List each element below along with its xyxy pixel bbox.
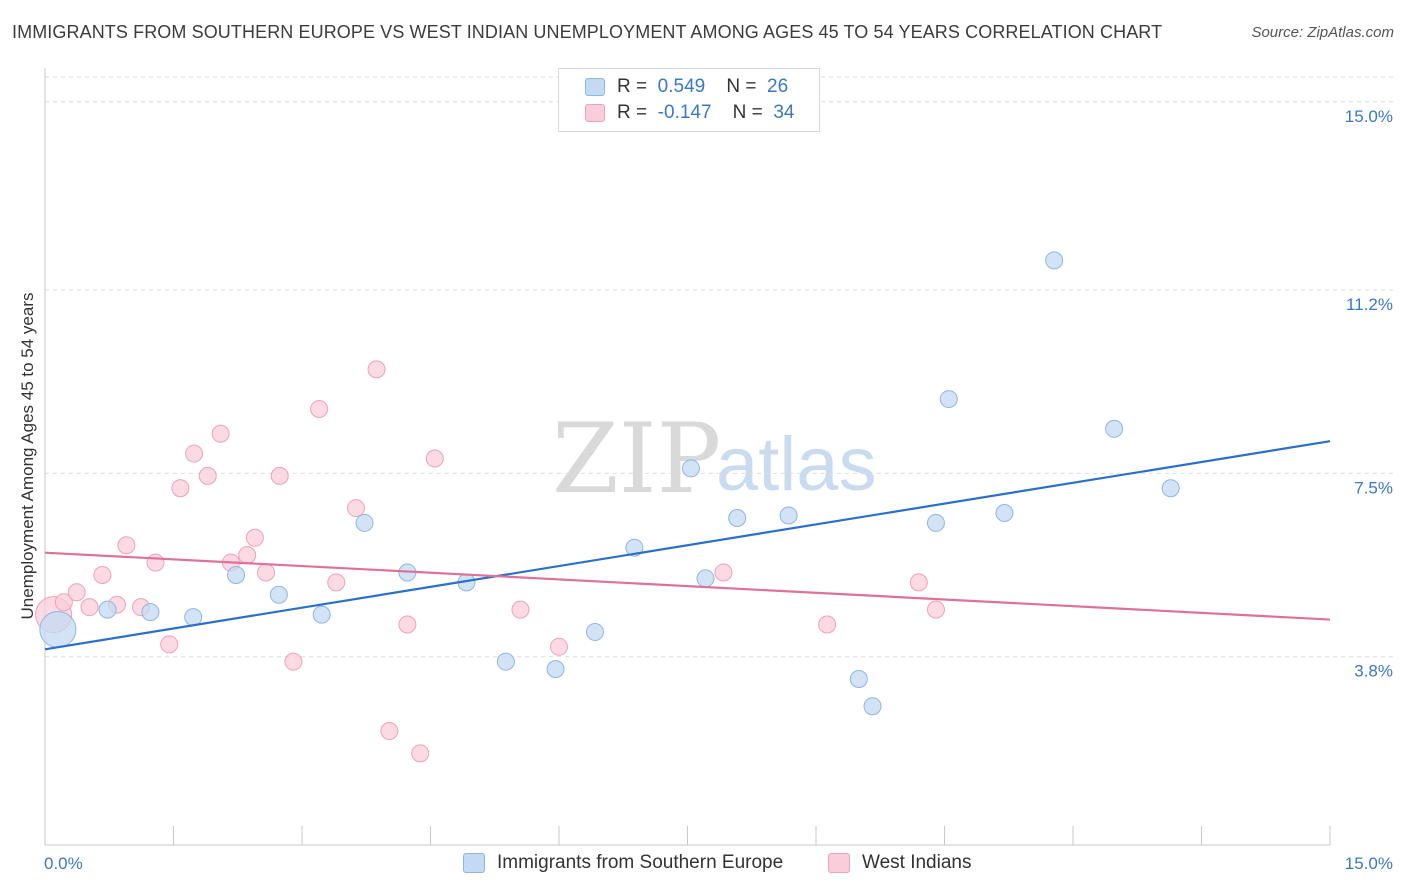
west-indians-point: [346, 499, 365, 518]
pink-swatch: [828, 853, 850, 873]
southern-europe-point: [355, 513, 374, 532]
southern-europe-point: [227, 565, 246, 584]
west-indians-point: [284, 652, 303, 671]
x-tick-label: 15.0%: [1345, 854, 1393, 873]
y-tick-label: 7.5%: [1354, 478, 1393, 497]
west-indians-point: [714, 563, 733, 582]
southern-europe-point: [849, 670, 868, 689]
west-indians-point: [146, 553, 165, 572]
west-indians-point: [550, 637, 568, 656]
watermark-zip: ZIP: [552, 403, 721, 515]
southern-europe-point: [625, 538, 644, 557]
west-indians-point: [380, 722, 399, 741]
west-indians-point: [80, 598, 99, 617]
southern-europe-point: [728, 508, 747, 527]
blue-swatch: [585, 78, 605, 96]
southern-europe-point: [696, 569, 715, 588]
west-indians-point: [238, 546, 257, 565]
r-value: 0.549: [657, 76, 706, 97]
west-indians-point: [185, 444, 204, 463]
n-label: N =: [726, 76, 757, 97]
southern-europe-point: [863, 697, 882, 716]
correlation-legend: R = 0.549 N = 26 R = -0.147 N = 34: [558, 68, 820, 132]
southern-europe-point: [585, 622, 604, 641]
west-indians-point: [93, 565, 112, 584]
southern-europe-point: [546, 660, 565, 679]
tick-labels: 3.8% 7.5% 11.2% 15.0% 0.0% 15.0%: [44, 107, 1393, 873]
west-indians-point: [398, 615, 417, 634]
pink-swatch: [585, 104, 605, 122]
southern-europe-point: [312, 605, 331, 624]
y-tick-label: 11.2%: [1346, 295, 1393, 314]
southern-europe-point: [1045, 251, 1064, 270]
west-indians-point: [818, 615, 837, 634]
watermark: ZIP atlas: [552, 403, 877, 515]
west-indians-point: [425, 449, 444, 468]
west-indians-point: [54, 593, 73, 612]
legend-row-text: R = -0.147 N = 34: [617, 102, 794, 124]
west-indians-point: [367, 360, 386, 379]
west-indians-trend-line: [44, 551, 1331, 621]
n-value: 34: [773, 102, 795, 123]
southern-europe-point: [939, 390, 958, 409]
r-label: R =: [617, 102, 648, 123]
west-indians-point: [160, 635, 179, 654]
west-indians-point: [257, 563, 276, 582]
west-indians-point: [411, 744, 430, 763]
southern-europe-points: [39, 251, 1180, 716]
west-indians-point: [270, 466, 289, 485]
southern-europe-point: [926, 513, 945, 532]
west-indians-point: [171, 479, 190, 498]
west-indians-point: [211, 424, 230, 443]
source-label: Source: ZipAtlas.com: [1251, 24, 1394, 41]
southern-europe-point: [496, 652, 515, 671]
axes: [44, 68, 1331, 846]
r-label: R =: [617, 76, 648, 97]
southern-europe-point: [269, 585, 288, 604]
west-indians-point: [511, 600, 530, 619]
southern-europe-point: [1105, 419, 1124, 438]
blue-swatch: [463, 853, 485, 873]
west-indians-point: [117, 536, 136, 555]
west-indians-point: [198, 466, 217, 485]
legend-label: Immigrants from Southern Europe: [497, 852, 784, 873]
legend-label: West Indians: [862, 852, 972, 873]
southern-europe-point: [39, 610, 77, 648]
watermark-atlas: atlas: [716, 422, 877, 507]
southern-europe-point: [681, 459, 700, 478]
southern-europe-point: [995, 504, 1014, 523]
n-label: N =: [732, 102, 763, 123]
southern-europe-point: [1161, 479, 1180, 498]
series-legend: Immigrants from Southern Europe West Ind…: [0, 851, 1406, 879]
west-indians-point: [310, 399, 329, 418]
southern-europe-point: [98, 600, 117, 619]
r-value: -0.147: [657, 102, 712, 123]
y-tick-label: 15.0%: [1345, 107, 1393, 126]
n-value: 26: [767, 76, 789, 97]
southern-europe-trend-line: [44, 440, 1331, 651]
southern-europe-point: [141, 603, 160, 622]
west-indians-point: [67, 583, 86, 602]
y-tick-label: 3.8%: [1354, 662, 1393, 681]
chart-title: IMMIGRANTS FROM SOUTHERN EUROPE VS WEST …: [12, 22, 1163, 42]
southern-europe-point: [779, 506, 798, 525]
west-indians-point: [909, 573, 928, 592]
west-indians-points: [35, 360, 945, 763]
west-indians-point: [926, 600, 945, 619]
west-indians-point: [327, 573, 346, 592]
x-tick-label: 0.0%: [44, 854, 83, 873]
legend-row-text: R = 0.549 N = 26: [617, 76, 788, 98]
trend-lines: [44, 440, 1331, 651]
southern-europe-point: [184, 608, 203, 627]
west-indians-point: [245, 528, 264, 547]
